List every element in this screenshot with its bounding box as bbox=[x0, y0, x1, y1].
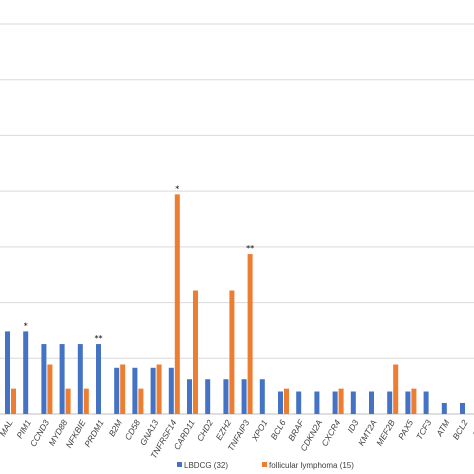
bar-lbdcg-tcf3 bbox=[423, 391, 429, 414]
significance-marker: ** bbox=[95, 334, 103, 343]
bar-lbdcg-cdkn2a bbox=[314, 391, 320, 414]
significance-marker: * bbox=[175, 184, 179, 193]
bar-follicular-lymphoma-card11 bbox=[193, 290, 198, 414]
bar-lbdcg-b2m bbox=[114, 367, 120, 414]
bar-lbdcg-bcl2 bbox=[460, 402, 465, 414]
bar-lbdcg-braf bbox=[296, 391, 302, 414]
bar-lbdcg-kmt2a bbox=[369, 391, 374, 414]
bar-lbdcg-mal bbox=[5, 331, 10, 414]
bar-lbdcg-chd2 bbox=[205, 379, 211, 414]
bar-lbdcg-tnfrsf14 bbox=[168, 367, 174, 414]
bar-lbdcg-prdm1 bbox=[96, 344, 101, 414]
bar-lbdcg-ccnd3 bbox=[41, 344, 47, 414]
bar-lbdcg-card11 bbox=[187, 379, 192, 414]
bar-follicular-lymphoma-cd58 bbox=[138, 388, 144, 414]
bar-lbdcg-pax5 bbox=[405, 391, 411, 414]
bar-follicular-lymphoma-pax5 bbox=[411, 388, 417, 414]
bars bbox=[5, 194, 465, 414]
legend: LBDCG (32) follicular lymphoma (15) bbox=[177, 461, 354, 470]
x-tick-label: PAX5 bbox=[396, 418, 415, 442]
bar-lbdcg-ezh2 bbox=[223, 379, 229, 414]
bar-lbdcg-pim1 bbox=[23, 331, 29, 414]
significance-marker: ** bbox=[246, 244, 254, 253]
bar-follicular-lymphoma-gna13 bbox=[156, 364, 162, 414]
bar-lbdcg-gna13 bbox=[150, 367, 156, 414]
significance-markers: ******** bbox=[24, 184, 254, 343]
bar-lbdcg-atm bbox=[441, 402, 447, 414]
x-tick-label: MAL bbox=[0, 418, 15, 438]
x-tick-label: TCF3 bbox=[414, 418, 433, 442]
bar-lbdcg-id3 bbox=[350, 391, 356, 414]
x-tick-label: MEF2B bbox=[374, 418, 397, 448]
bar-lbdcg-cd58 bbox=[132, 367, 138, 414]
bar-follicular-lymphoma-tnfrsf14 bbox=[174, 194, 180, 414]
bar-follicular-lymphoma-ccnd3 bbox=[47, 364, 53, 414]
bar-follicular-lymphoma-nfkbie bbox=[83, 388, 89, 414]
bar-follicular-lymphoma-mal bbox=[11, 388, 16, 414]
legend-swatch-lbdcg bbox=[177, 462, 182, 467]
x-tick-label: CRE bbox=[470, 418, 474, 439]
bar-follicular-lymphoma-b2m bbox=[120, 364, 126, 414]
bar-lbdcg-cxcr4 bbox=[332, 391, 338, 414]
x-tick-label: B2M bbox=[107, 417, 125, 438]
bar-follicular-lymphoma-myd88 bbox=[65, 388, 71, 414]
x-tick-label: XPO1 bbox=[249, 418, 270, 444]
x-tick-label: CHD2 bbox=[195, 418, 215, 443]
significance-marker: * bbox=[24, 321, 28, 330]
bar-follicular-lymphoma-ezh2 bbox=[229, 290, 235, 414]
bar-follicular-lymphoma-cxcr4 bbox=[338, 388, 344, 414]
bar-follicular-lymphoma-mef2b bbox=[393, 364, 399, 414]
x-tick-label: PIM1 bbox=[14, 418, 33, 440]
bar-lbdcg-bcl6 bbox=[278, 391, 283, 414]
legend-label-follicular-lymphoma: follicular lymphoma (15) bbox=[269, 461, 354, 470]
gridlines bbox=[0, 23, 474, 415]
x-tick-label: BCL2 bbox=[450, 418, 469, 442]
x-tick-label: ATM bbox=[434, 417, 452, 439]
bar-lbdcg-mef2b bbox=[387, 391, 393, 414]
x-tick-label: ID3 bbox=[345, 418, 360, 435]
bar-lbdcg-xpo1 bbox=[259, 379, 265, 414]
legend-swatch-follicular-lymphoma bbox=[262, 462, 267, 467]
bar-follicular-lymphoma-tnfaip3 bbox=[247, 254, 253, 414]
legend-label-lbdcg: LBDCG (32) bbox=[184, 461, 228, 470]
bar-lbdcg-nfkbie bbox=[77, 344, 83, 414]
bar-lbdcg-tnfaip3 bbox=[241, 379, 247, 414]
bar-follicular-lymphoma-bcl6 bbox=[284, 388, 289, 414]
bar-lbdcg-myd88 bbox=[59, 344, 65, 414]
